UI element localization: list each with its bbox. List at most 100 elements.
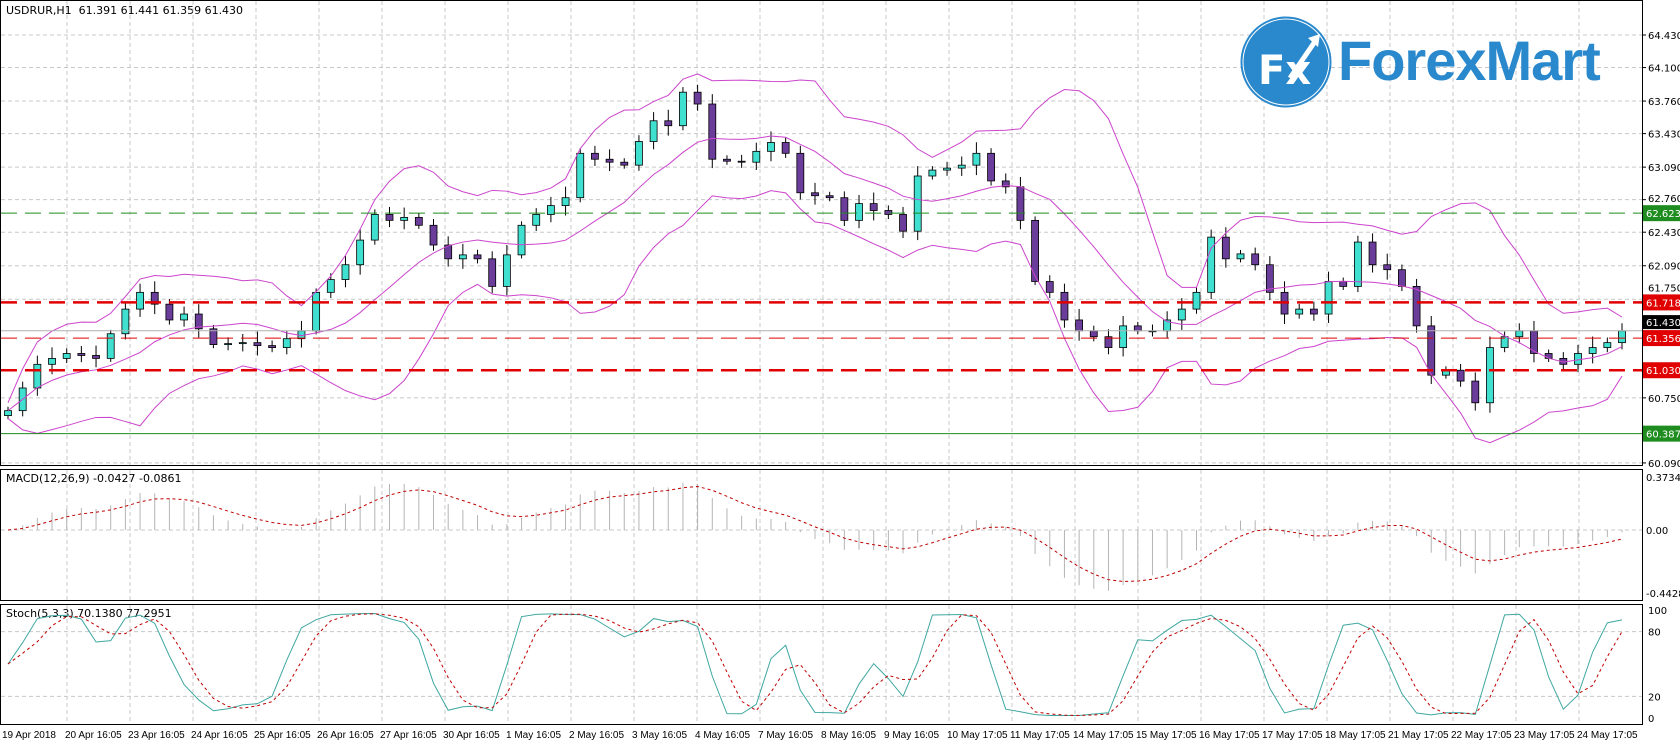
candle-body bbox=[194, 313, 203, 330]
candle-body bbox=[370, 214, 379, 241]
candle-body bbox=[811, 192, 819, 197]
candle-body bbox=[1353, 241, 1362, 287]
candle-body bbox=[679, 91, 687, 127]
candle-body bbox=[400, 217, 409, 221]
level-tag bbox=[1643, 205, 1680, 222]
candle-body bbox=[620, 161, 629, 166]
current-price-tag bbox=[1643, 315, 1680, 330]
candle-body bbox=[561, 197, 570, 206]
time-axis-label: 4 May 16:05 bbox=[695, 730, 750, 741]
level-tag-label: 61.030 bbox=[1646, 366, 1680, 377]
candle-body bbox=[664, 120, 673, 127]
candle-body bbox=[238, 342, 247, 345]
forexmart-logo: Fx ForexMart bbox=[1238, 14, 1638, 114]
candle-body bbox=[48, 358, 56, 365]
candle-body bbox=[796, 152, 805, 194]
time-axis-label: 26 Apr 16:05 bbox=[317, 730, 374, 741]
candle-body bbox=[781, 142, 790, 154]
candle-body bbox=[180, 313, 188, 321]
candle-body bbox=[165, 303, 174, 321]
price-axis-label: 60.750 bbox=[1648, 394, 1680, 405]
time-axis-label: 7 May 16:05 bbox=[758, 730, 813, 741]
candle-body bbox=[458, 254, 467, 260]
price-axis-label: 63.430 bbox=[1648, 130, 1680, 141]
price-axis-label: 62.760 bbox=[1648, 194, 1680, 205]
candle-body bbox=[356, 239, 365, 266]
candle-body bbox=[1339, 281, 1348, 287]
bollinger-upper bbox=[7, 73, 1623, 403]
macd-axis-label: 0.3734 bbox=[1646, 473, 1680, 484]
candle-body bbox=[106, 333, 115, 359]
candle-body bbox=[33, 363, 42, 389]
time-axis-label: 10 May 17:05 bbox=[947, 730, 1008, 741]
candle-body bbox=[444, 244, 453, 260]
price-axis-label: 62.090 bbox=[1648, 262, 1680, 273]
candle-body bbox=[840, 197, 849, 221]
stoch-label: Stoch(5,3,3) 70.1380 77.2951 bbox=[6, 607, 172, 620]
candle-body bbox=[253, 342, 262, 346]
time-axis-label: 21 May 17:05 bbox=[1388, 730, 1449, 741]
candle-body bbox=[1265, 264, 1274, 293]
stoch-k-line bbox=[7, 613, 1623, 716]
bollinger-middle bbox=[7, 135, 1623, 412]
candle-body bbox=[1133, 325, 1142, 332]
candle-body bbox=[1574, 353, 1582, 365]
candle-body bbox=[268, 345, 277, 348]
candle-body bbox=[1236, 253, 1245, 260]
candle-body bbox=[972, 152, 981, 166]
time-axis-label: 23 May 17:05 bbox=[1514, 730, 1575, 741]
level-tag-label: 60.387 bbox=[1646, 430, 1680, 441]
macd-label: MACD(12,26,9) -0.0427 -0.0861 bbox=[6, 472, 182, 485]
candle-body bbox=[1412, 286, 1421, 327]
time-axis-label: 14 May 17:05 bbox=[1073, 730, 1134, 741]
time-axis-label: 24 May 17:05 bbox=[1577, 730, 1638, 741]
price-axis-label: 62.430 bbox=[1648, 228, 1680, 239]
candle-body bbox=[1089, 330, 1098, 338]
level-tag bbox=[1643, 362, 1680, 379]
candle-body bbox=[752, 150, 761, 163]
time-axis-label: 24 Apr 16:05 bbox=[191, 730, 248, 741]
candle-body bbox=[136, 291, 144, 310]
candle-body bbox=[1324, 281, 1333, 315]
time-axis-label: 9 May 16:05 bbox=[884, 730, 939, 741]
candle-body bbox=[341, 264, 350, 280]
candle-body bbox=[1192, 291, 1201, 310]
candle-body bbox=[737, 160, 746, 163]
stoch-panel-frame bbox=[0, 604, 1643, 725]
candle-body bbox=[987, 152, 995, 182]
candle-body bbox=[150, 291, 159, 305]
macd-signal-line bbox=[7, 485, 1623, 582]
time-axis-label: 23 Apr 16:05 bbox=[128, 730, 185, 741]
candle-body bbox=[1603, 342, 1612, 348]
candle-body bbox=[282, 338, 291, 348]
candle-body bbox=[1486, 347, 1494, 404]
candle-body bbox=[943, 167, 951, 171]
candle-body bbox=[928, 169, 937, 177]
logo-fx-icon: Fx bbox=[1240, 16, 1332, 108]
candle-body bbox=[899, 214, 907, 232]
candle-body bbox=[1471, 380, 1480, 404]
time-axis-label: 19 Apr 2018 bbox=[2, 730, 56, 741]
candle-body bbox=[121, 308, 130, 335]
candle-body bbox=[62, 353, 71, 359]
stoch-axis-label: 20 bbox=[1648, 692, 1661, 703]
candle-body bbox=[1060, 291, 1069, 321]
candle-body bbox=[385, 214, 394, 221]
candle-body bbox=[517, 224, 526, 256]
candle-body bbox=[1383, 264, 1392, 271]
level-tag-label: 61.718 bbox=[1646, 298, 1680, 309]
time-axis-label: 20 Apr 16:05 bbox=[65, 730, 122, 741]
time-axis-label: 25 Apr 16:05 bbox=[254, 730, 311, 741]
logo-text: ForexMart bbox=[1338, 29, 1601, 92]
macd-axis-label: -0.4428 bbox=[1646, 589, 1680, 600]
candle-body bbox=[312, 291, 321, 332]
candle-body bbox=[1177, 308, 1186, 321]
candle-body bbox=[708, 103, 717, 160]
candle-body bbox=[1119, 325, 1128, 348]
stoch-axis-label: 80 bbox=[1648, 628, 1661, 639]
chart-title: USDRUR,H1 61.391 61.441 61.359 61.430 bbox=[6, 4, 243, 17]
macd-axis-label: 0.00 bbox=[1646, 526, 1668, 537]
time-axis-label: 27 Apr 16:05 bbox=[380, 730, 437, 741]
time-axis-label: 30 Apr 16:05 bbox=[443, 730, 500, 741]
